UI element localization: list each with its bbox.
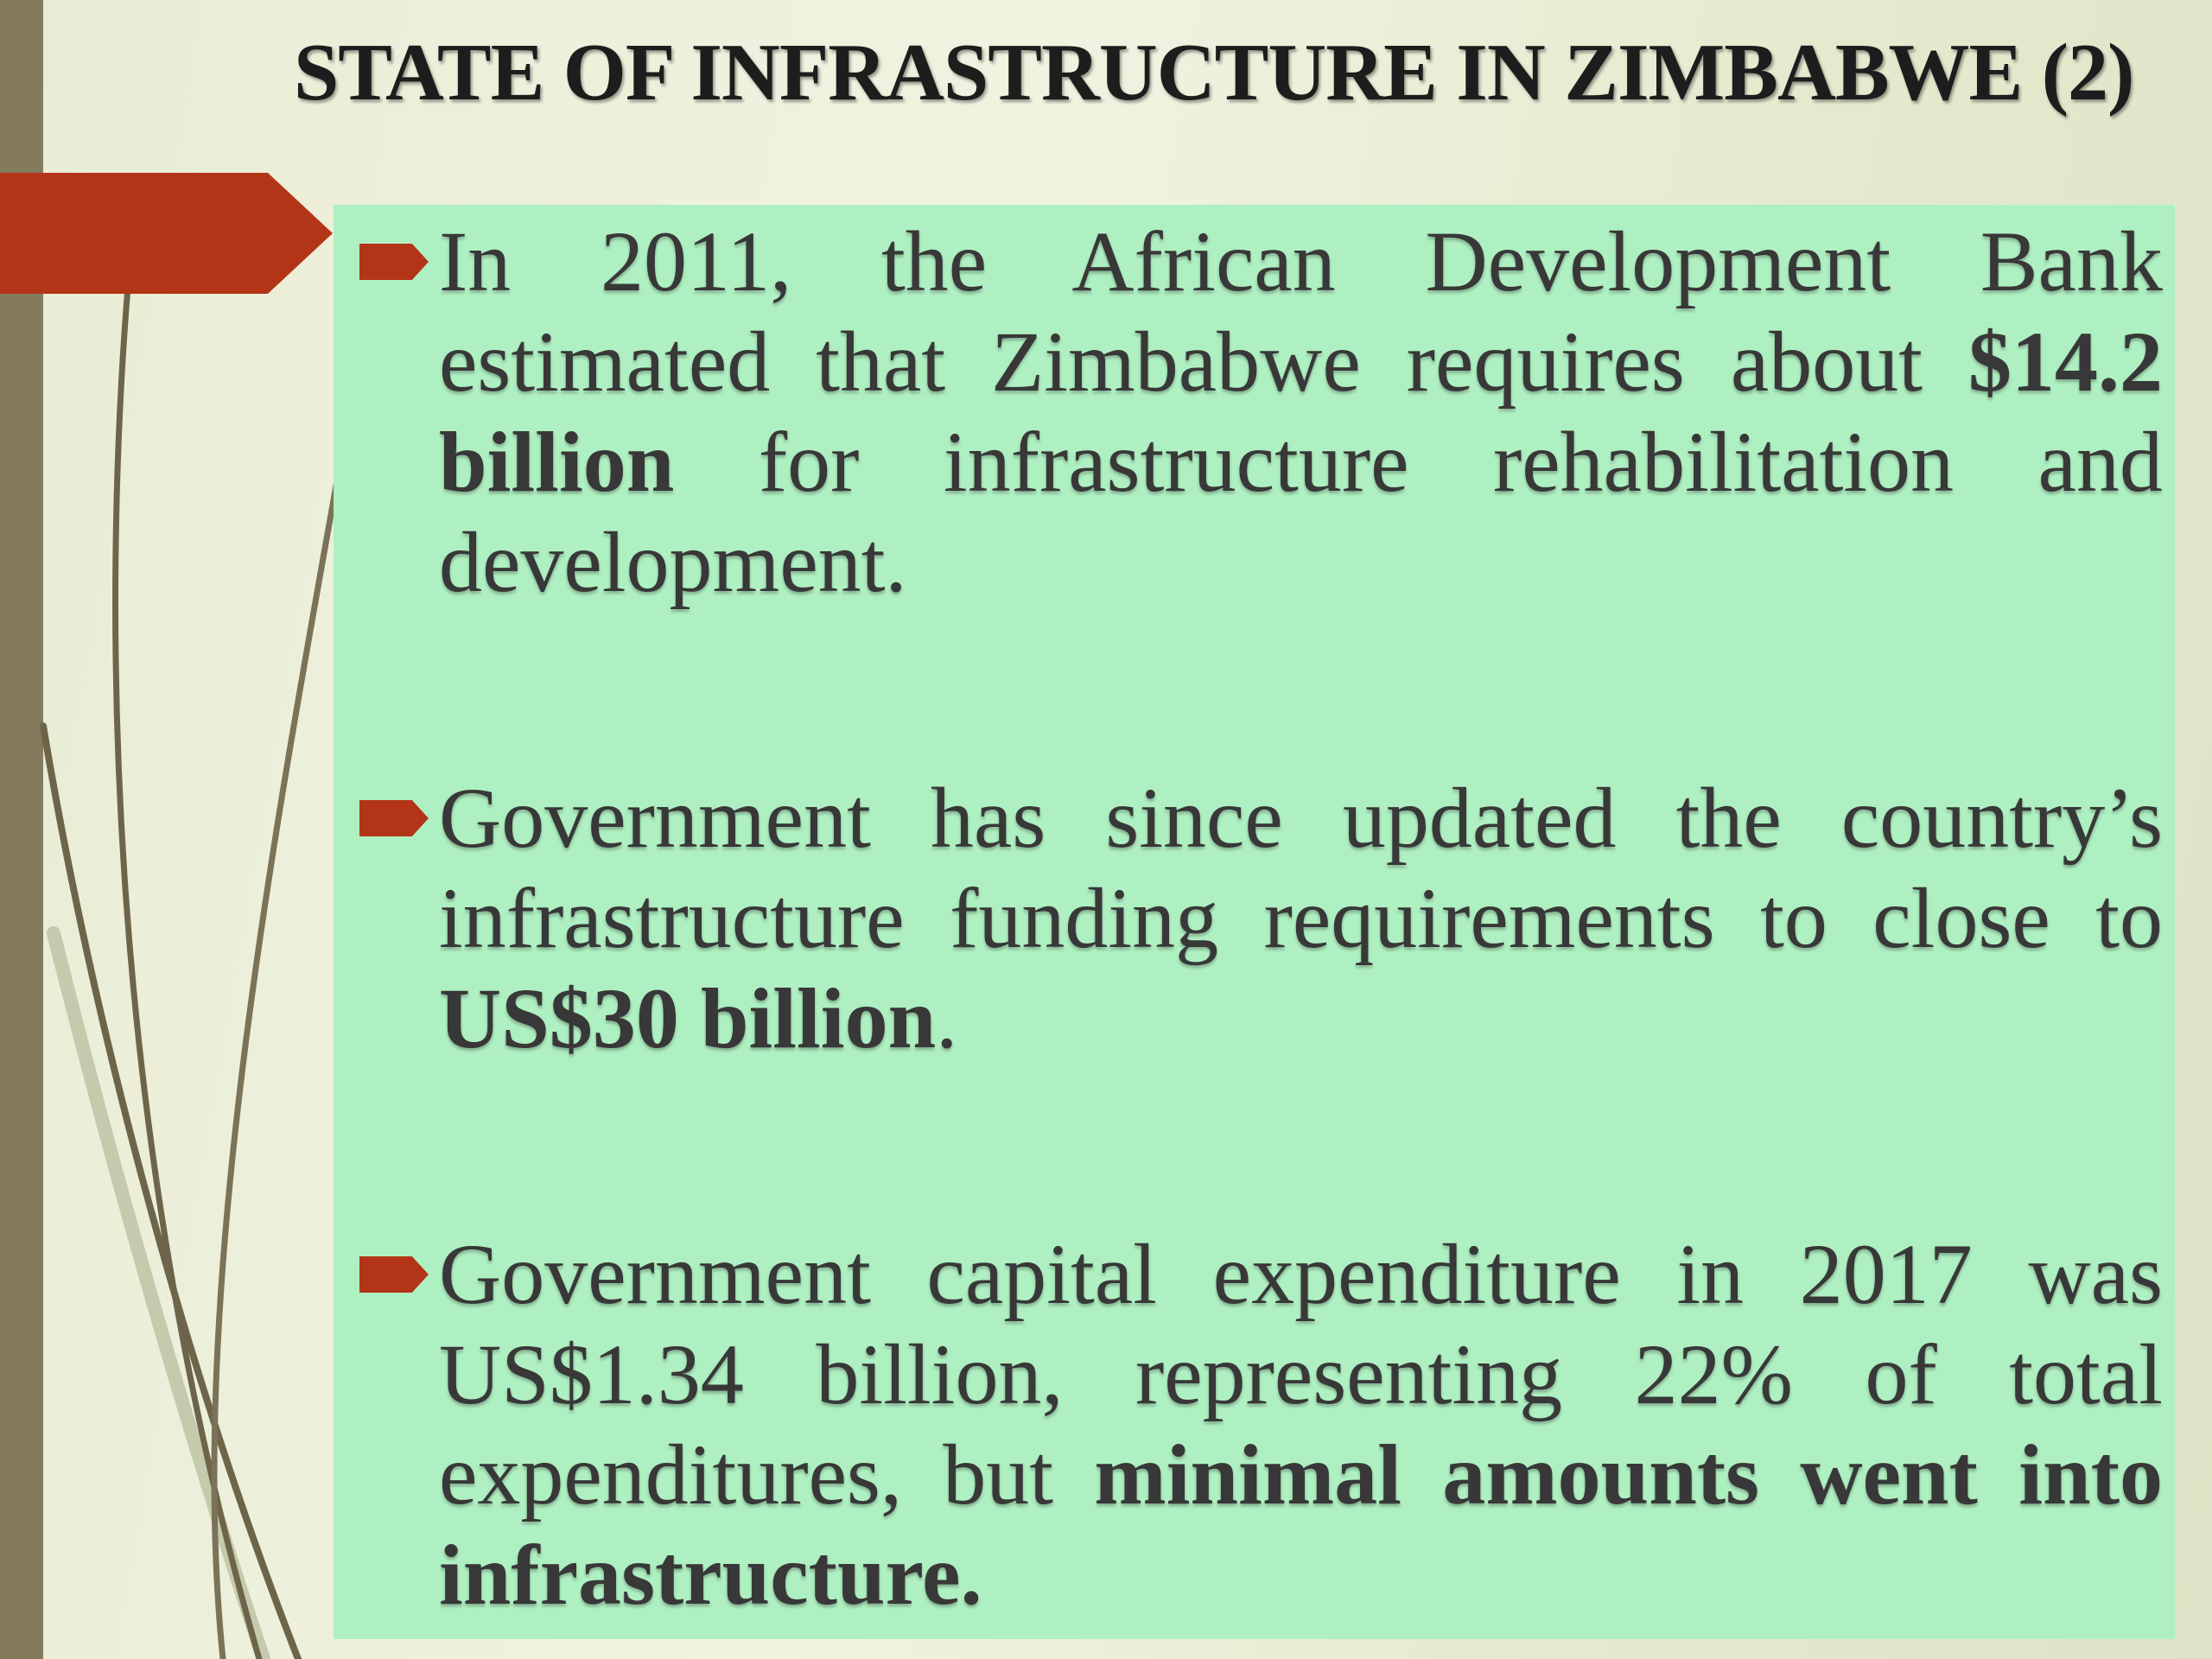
- bullet-text-segment: In 2011, the African Development Bank es…: [439, 213, 2163, 410]
- bullet-text-bold-segment: $14.2 billion: [439, 314, 2163, 510]
- bullet-item: Government has since updated the country…: [359, 768, 2163, 1069]
- grass-strands-decoration: [40, 283, 342, 1659]
- bullet-text: In 2011, the African Development Bank es…: [439, 212, 2163, 613]
- page-title: STATE OF INFRASTRUCTURE IN ZIMBABWE (2): [294, 28, 2134, 118]
- bullet-text-segment: .: [936, 970, 958, 1066]
- bullet-item: In 2011, the African Development Bank es…: [359, 212, 2163, 613]
- bullet-arrow-icon: [359, 800, 429, 836]
- bullet-item: Government capital expenditure in 2017 w…: [359, 1224, 2163, 1625]
- bullet-text-bold-segment: US$30 billion: [439, 970, 937, 1066]
- bullet-arrow-icon: [359, 244, 429, 280]
- bullet-text-segment: Government has since updated the country…: [439, 770, 2163, 966]
- content-panel: In 2011, the African Development Bank es…: [334, 205, 2175, 1639]
- bullet-text: Government has since updated the country…: [439, 768, 2163, 1069]
- bullet-text-bold-segment: minimal amounts went into infrastructure…: [439, 1427, 2163, 1623]
- bullet-arrow-icon: [359, 1256, 429, 1293]
- bullet-text-segment: for infrastructure rehabilitation and de…: [439, 414, 2163, 610]
- bullet-text: Government capital expenditure in 2017 w…: [439, 1224, 2163, 1625]
- title-arrow-accent: [0, 173, 333, 294]
- bullet-text-segment: Government capital expenditure in 2017 w…: [439, 1226, 2163, 1522]
